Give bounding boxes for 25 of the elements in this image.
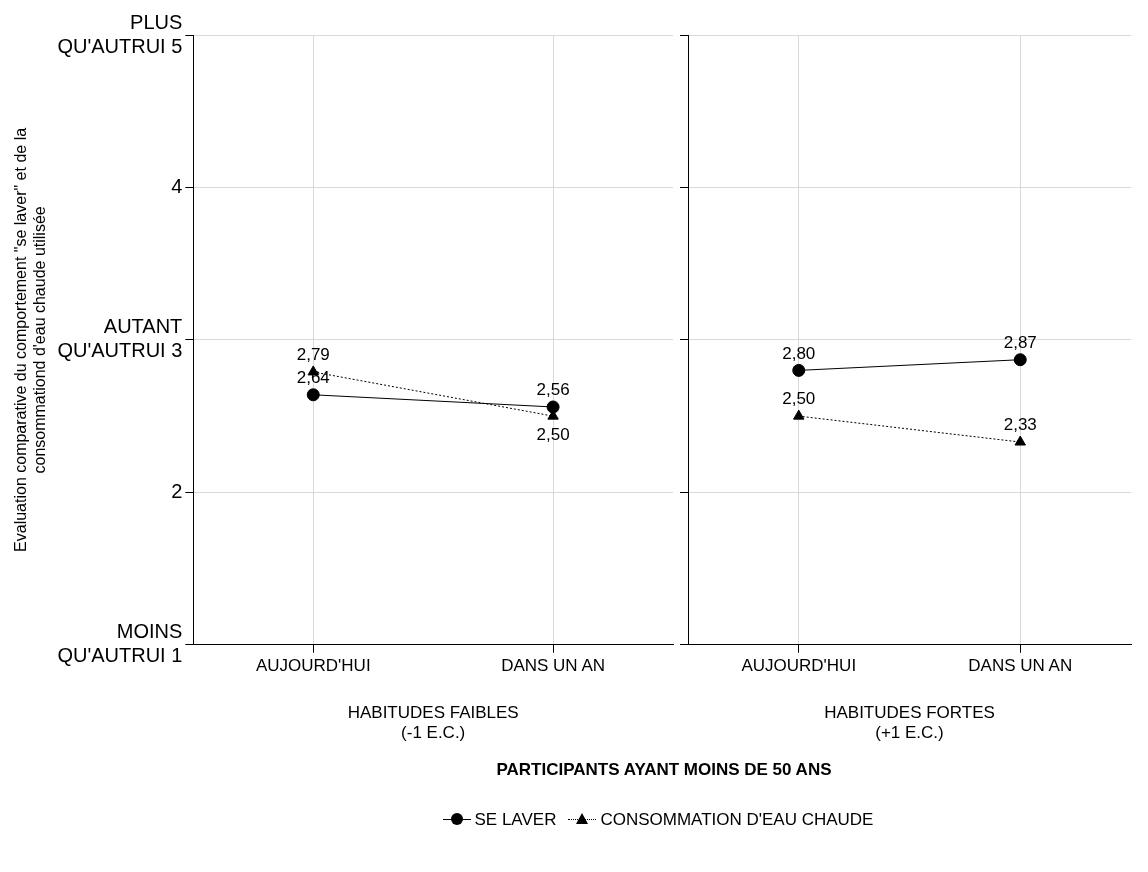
data-label: 2,33 xyxy=(1003,415,1037,435)
x-tick-label: DANS UN AN xyxy=(501,655,606,675)
point xyxy=(792,363,806,377)
data-label: 2,79 xyxy=(296,345,330,365)
data-label: 2,80 xyxy=(782,343,816,363)
legend-label: CONSOMMATION D'EAU CHAUDE xyxy=(599,810,874,829)
y-tick-label: MOINS QU'AUTRUI 1 xyxy=(57,620,183,667)
y-axis-title: Evaluation comparative du comportement "se laver" et de la consommationd d'eau chaude utilisée xyxy=(12,127,49,552)
y-tick-label: 2 xyxy=(171,479,183,502)
x-axis-title: HABITUDES FORTES (+1 E.C.) xyxy=(824,703,995,743)
y-tick-label: 4 xyxy=(171,174,183,197)
x-tick-label: DANS UN AN xyxy=(968,655,1073,675)
legend-label: SE LAVER xyxy=(473,810,557,829)
data-label: 2,50 xyxy=(536,425,570,445)
data-label: 2,56 xyxy=(536,380,570,400)
x-tick-label: AUJOURD'HUI xyxy=(255,655,371,675)
point xyxy=(306,388,320,402)
y-tick-label: PLUS QU'AUTRUI 5 xyxy=(57,10,183,57)
data-label: 2,50 xyxy=(782,389,816,409)
data-label: 2,87 xyxy=(1003,332,1037,352)
x-tick-label: AUJOURD'HUI xyxy=(741,655,857,675)
x-axis-title: HABITUDES FAIBLES (-1 E.C.) xyxy=(347,703,519,743)
point xyxy=(1013,353,1027,367)
text: PARTICIPANTS AYANT MOINS DE 50 ANS xyxy=(495,760,833,780)
y-tick-label: AUTANT QU'AUTRUI 3 xyxy=(57,315,183,362)
